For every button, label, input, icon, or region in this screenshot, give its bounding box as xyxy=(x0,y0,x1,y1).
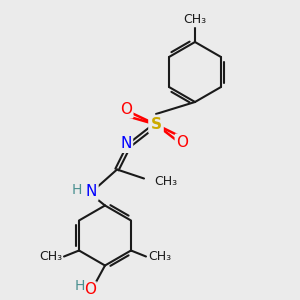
Text: S: S xyxy=(151,117,161,132)
Text: N: N xyxy=(120,136,132,152)
Text: O: O xyxy=(120,102,132,117)
Text: H: H xyxy=(74,280,85,293)
Text: CH₃: CH₃ xyxy=(183,13,207,26)
Text: N: N xyxy=(86,184,97,200)
Text: H: H xyxy=(71,184,82,197)
Text: CH₃: CH₃ xyxy=(154,175,178,188)
Text: CH₃: CH₃ xyxy=(39,250,62,263)
Text: O: O xyxy=(176,135,188,150)
Text: O: O xyxy=(84,282,96,297)
Text: CH₃: CH₃ xyxy=(148,250,171,263)
